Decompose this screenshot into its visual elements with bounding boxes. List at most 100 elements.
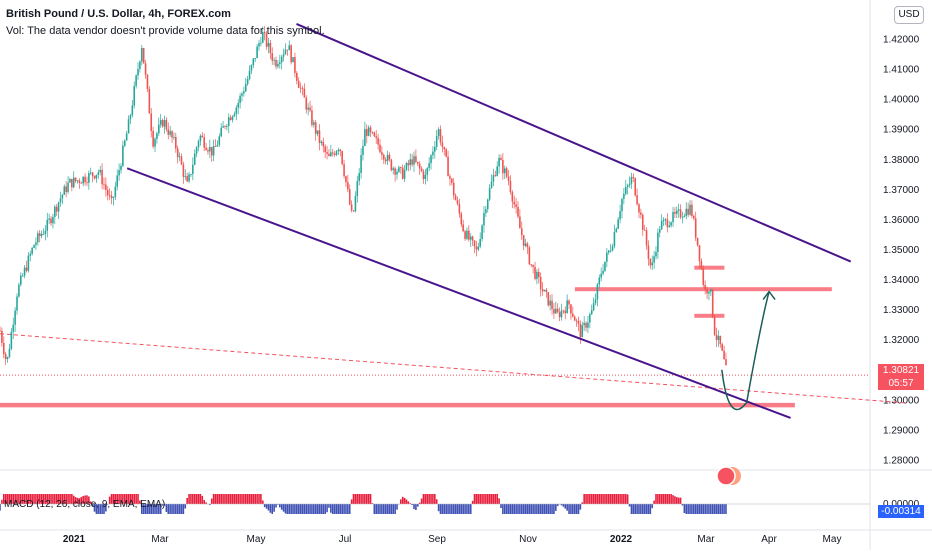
candle-body — [477, 247, 479, 250]
y-tick-label: 1.35000 — [883, 245, 920, 256]
macd-histogram-bar — [640, 504, 642, 514]
macd-histogram-bar — [578, 504, 580, 514]
candle-body — [224, 126, 226, 127]
candle-body — [665, 219, 667, 220]
candle-body — [309, 108, 311, 111]
macd-histogram-bar — [328, 504, 330, 508]
candle-body — [58, 202, 60, 211]
channel-upper-line[interactable] — [296, 24, 850, 262]
candle-body — [702, 269, 704, 286]
dashed-trendline[interactable] — [0, 334, 905, 403]
macd-histogram-bar — [374, 504, 376, 514]
macd-histogram-bar — [236, 494, 238, 504]
support-resistance-zone[interactable] — [694, 266, 724, 270]
macd-histogram-bar — [345, 504, 347, 514]
candle-body — [377, 138, 379, 145]
candle-body — [45, 231, 47, 234]
macd-histogram-bar — [243, 494, 245, 504]
candle-body — [642, 215, 644, 230]
macd-histogram-bar — [460, 504, 462, 514]
macd-histogram-bar — [294, 504, 296, 514]
candle-body — [215, 146, 217, 147]
macd-histogram-bar — [506, 504, 508, 514]
macd-histogram-bar — [400, 499, 402, 504]
candle-body — [368, 127, 370, 135]
macd-histogram-bar — [627, 494, 629, 504]
candle-body — [124, 141, 126, 146]
candle-body — [712, 290, 714, 317]
x-tick-label: May — [823, 534, 842, 545]
event-flag-icon[interactable] — [717, 467, 735, 485]
macd-histogram-bar — [300, 504, 302, 514]
candle-body — [695, 218, 697, 237]
macd-histogram-bar — [449, 504, 451, 514]
macd-histogram-bar — [489, 494, 491, 504]
candle-body — [130, 115, 132, 119]
macd-histogram-bar — [651, 504, 653, 508]
macd-histogram-bar — [364, 494, 366, 504]
candle-body — [16, 297, 18, 311]
macd-histogram-bar — [304, 504, 306, 514]
macd-histogram-bar — [417, 504, 419, 507]
candle-body — [71, 179, 73, 187]
macd-histogram-bar — [704, 504, 706, 514]
candle-body — [11, 332, 13, 349]
candle-body — [145, 63, 147, 74]
candle-body — [625, 187, 627, 194]
candle-body — [515, 204, 517, 207]
candle-body — [381, 152, 383, 155]
candle-body — [389, 155, 391, 160]
candle-body — [684, 216, 686, 217]
candle-body — [268, 43, 270, 47]
currency-button[interactable]: USD — [894, 6, 924, 24]
candle-body — [184, 176, 186, 177]
candle-body — [5, 354, 7, 359]
support-resistance-zone[interactable] — [0, 403, 795, 408]
candle-body — [220, 128, 222, 137]
candle-body — [455, 195, 457, 200]
macd-histogram-bar — [587, 494, 589, 504]
candle-body — [392, 168, 394, 170]
macd-histogram-bar — [521, 504, 523, 514]
macd-histogram-bar — [725, 504, 727, 514]
candle-body — [279, 62, 281, 64]
candle-body — [529, 247, 531, 264]
macd-histogram-bar — [466, 504, 468, 514]
macd-histogram-bar — [288, 504, 290, 514]
macd-histogram-bar — [546, 504, 548, 514]
candle-body — [0, 331, 1, 332]
macd-histogram-bar — [392, 504, 394, 514]
support-resistance-zone[interactable] — [575, 287, 832, 291]
candle-body — [270, 43, 272, 53]
macd-histogram-bar — [298, 504, 300, 514]
macd-histogram-bar — [642, 504, 644, 514]
candle-body — [194, 154, 196, 165]
candle-body — [94, 176, 96, 178]
macd-histogram-bar — [258, 494, 260, 504]
macd-histogram-bar — [396, 504, 398, 510]
macd-histogram-bar — [646, 504, 648, 514]
macd-histogram-bar — [305, 504, 307, 514]
macd-histogram-bar — [321, 504, 323, 514]
macd-histogram-bar — [525, 504, 527, 514]
macd-histogram-bar — [254, 494, 256, 504]
macd-indicator-title[interactable]: MACD (12, 26, close, 9, EMA, EMA) — [4, 499, 165, 510]
candle-body — [430, 155, 432, 163]
candle-body — [164, 120, 166, 127]
candle-body — [28, 256, 30, 271]
macd-histogram-bar — [453, 504, 455, 514]
macd-histogram-bar — [249, 494, 251, 504]
candle-body — [667, 219, 669, 227]
candle-body — [67, 183, 69, 192]
macd-histogram-bar — [523, 504, 525, 514]
candle-body — [612, 246, 614, 250]
candle-body — [400, 167, 402, 168]
candle-body — [568, 300, 570, 304]
candle-body — [701, 261, 703, 268]
support-resistance-zone[interactable] — [694, 314, 724, 318]
candle-body — [644, 230, 646, 231]
candle-body — [716, 335, 718, 340]
candle-body — [485, 209, 487, 213]
